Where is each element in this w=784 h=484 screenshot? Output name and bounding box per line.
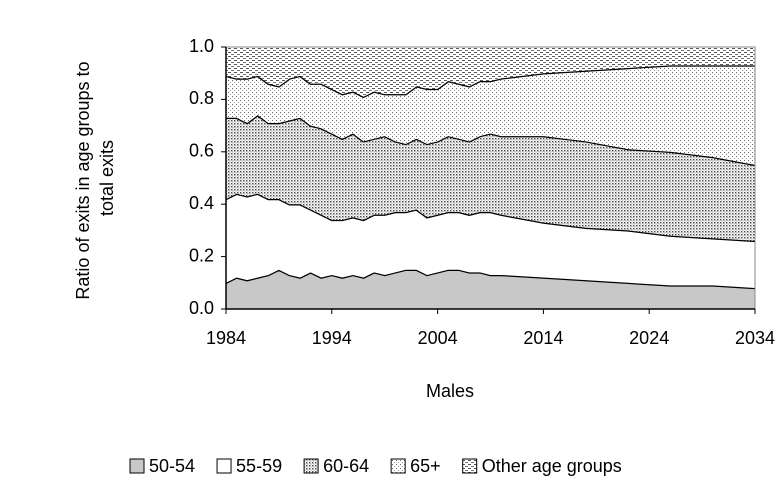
legend-swatch: [216, 458, 232, 474]
legend-label: 55-59: [236, 456, 282, 476]
legend-label: 50-54: [149, 456, 195, 476]
y-axis-title: Ratio of exits in age groups to total ex…: [73, 56, 117, 299]
area: [226, 47, 755, 97]
x-tick-label: 2004: [418, 328, 458, 348]
x-tick-label: 2034: [735, 328, 775, 348]
legend-label: 65+: [410, 456, 441, 476]
y-axis-title-line: total exits: [97, 140, 117, 216]
y-tick-label: 0.0: [189, 298, 214, 318]
legend-swatch: [129, 458, 145, 474]
x-tick-label: 2024: [629, 328, 669, 348]
x-tick-label: 1984: [206, 328, 246, 348]
y-tick-label: 0.6: [189, 141, 214, 161]
y-tick-label: 0.4: [189, 193, 214, 213]
legend-swatch: [390, 458, 406, 474]
y-tick-label: 1.0: [189, 36, 214, 56]
area: [226, 65, 755, 165]
area: [226, 193, 755, 289]
x-tick-label: 2014: [523, 328, 563, 348]
x-axis-title: Males: [426, 381, 474, 401]
legend-swatch: [303, 458, 319, 474]
x-tick-label: 1994: [312, 328, 352, 348]
y-axis-title-line: Ratio of exits in age groups to: [73, 61, 93, 299]
area: [226, 115, 755, 241]
y-tick-label: 0.2: [189, 245, 214, 265]
legend-label: Other age groups: [482, 456, 622, 476]
y-tick-label: 0.8: [189, 88, 214, 108]
legend-swatch: [462, 458, 478, 474]
area: [226, 269, 755, 309]
legend-label: 60-64: [323, 456, 369, 476]
